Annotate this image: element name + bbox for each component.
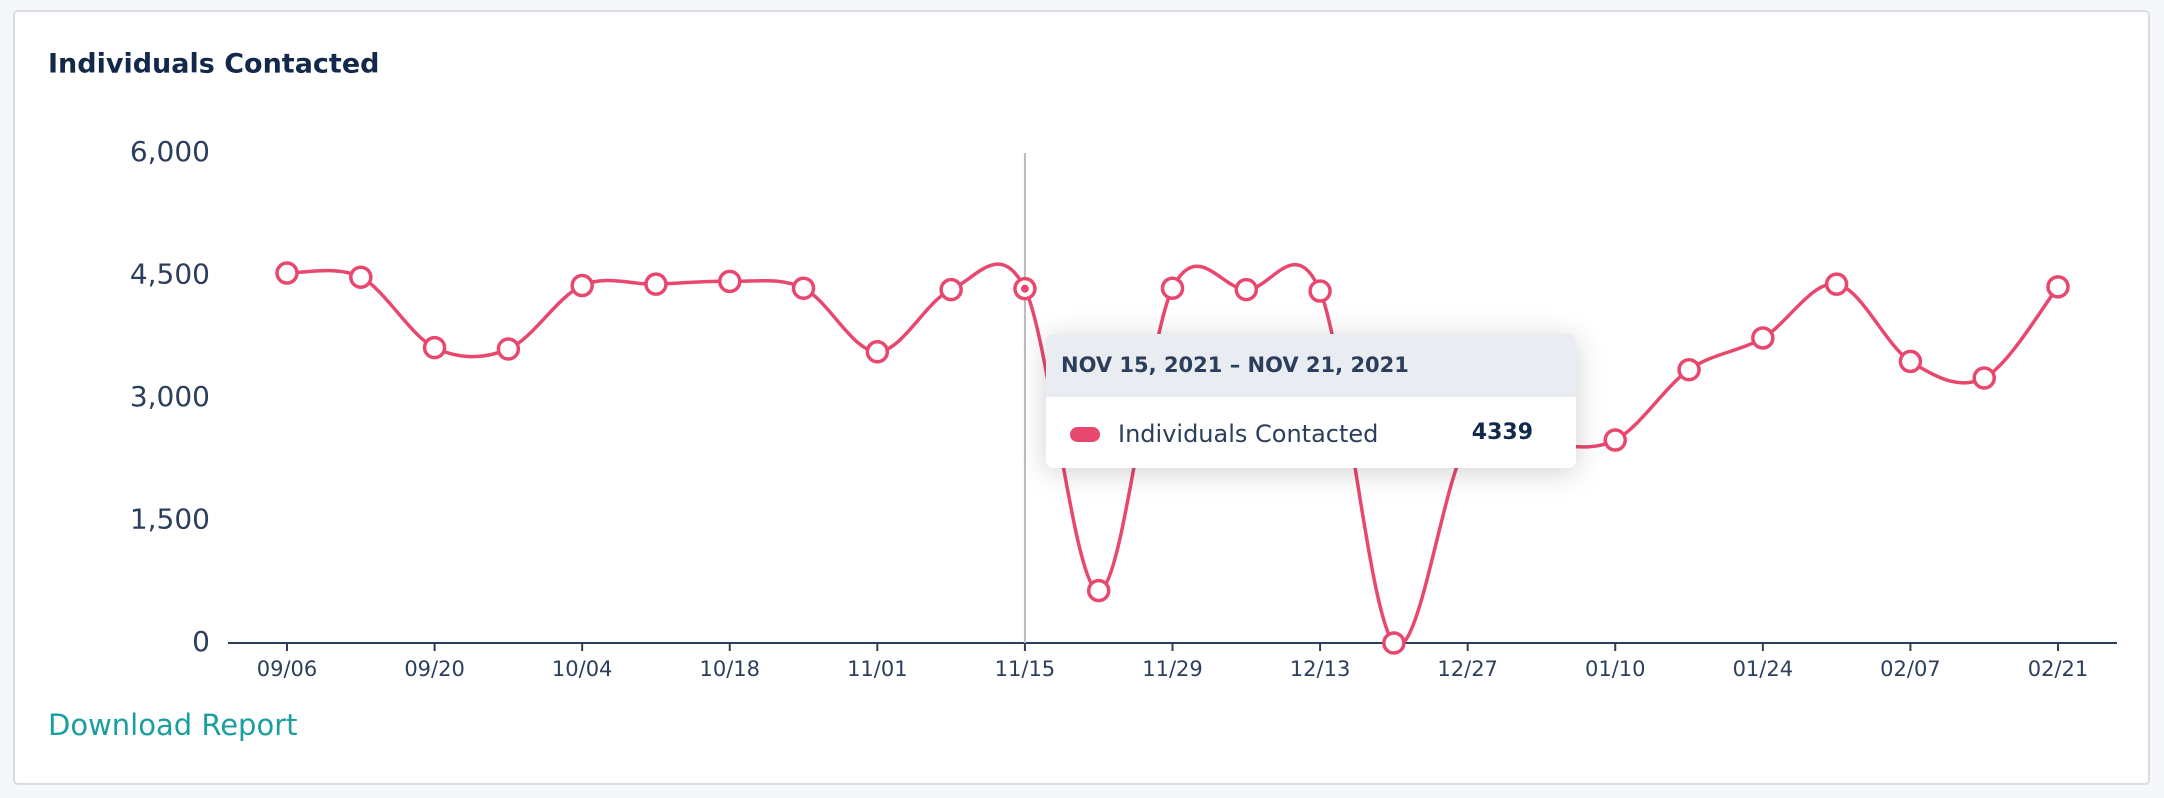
data-point <box>644 272 668 296</box>
x-tick-label: 01/10 <box>1585 657 1646 681</box>
x-tick-label: 01/24 <box>1733 657 1794 681</box>
x-tick-label: 12/27 <box>1437 657 1498 681</box>
x-tick-label: 02/21 <box>2028 657 2089 681</box>
tooltip: NOV 15, 2021 – NOV 21, 2021 Individuals … <box>1046 334 1576 468</box>
y-tick-label: 3,000 <box>130 380 210 413</box>
data-point <box>1308 279 1332 303</box>
tooltip-swatch <box>1070 427 1100 442</box>
data-point <box>718 269 742 294</box>
tooltip-title: NOV 15, 2021 – NOV 21, 2021 <box>1061 353 1409 377</box>
data-point <box>275 261 299 285</box>
tooltip-series-name: Individuals Contacted <box>1118 420 1378 448</box>
data-point <box>1234 277 1259 302</box>
x-tick-label: 11/01 <box>847 657 908 681</box>
x-tick-label: 11/15 <box>995 657 1056 681</box>
x-tick-label: 09/06 <box>257 657 318 681</box>
data-point <box>570 273 594 298</box>
data-point <box>2046 275 2070 299</box>
data-point <box>1677 357 1701 382</box>
data-point <box>865 340 890 364</box>
y-tick-label: 6,000 <box>130 135 210 168</box>
data-point <box>1972 366 1996 390</box>
hover-dot <box>1020 284 1029 293</box>
data-point <box>1086 578 1111 603</box>
data-point <box>1160 276 1185 300</box>
tooltip-header <box>1046 334 1576 397</box>
data-point <box>1382 631 1406 655</box>
x-tick-label: 09/20 <box>404 657 465 681</box>
x-tick-label: 10/18 <box>699 657 760 681</box>
download-link[interactable]: Download Report <box>48 708 298 742</box>
x-tick-label: 10/04 <box>552 657 613 681</box>
y-tick-label: 1,500 <box>130 503 210 536</box>
x-tick-label: 02/07 <box>1880 657 1941 681</box>
series-line <box>286 262 2060 648</box>
data-point <box>1824 272 1849 296</box>
data-point <box>939 277 963 302</box>
data-point <box>422 335 447 360</box>
x-tick-label: 12/13 <box>1290 657 1351 681</box>
data-point <box>496 337 521 361</box>
data-point <box>791 276 816 300</box>
data-point <box>1898 349 1923 374</box>
data-point <box>1751 326 1775 350</box>
data-point <box>1603 428 1627 452</box>
y-tick-label: 4,500 <box>130 258 210 291</box>
y-tick-label: 0 <box>192 625 210 658</box>
card-title: Individuals Contacted <box>48 49 379 80</box>
data-point <box>349 265 373 289</box>
tooltip-value: 4339 <box>1472 420 1533 445</box>
x-tick-label: 11/29 <box>1142 657 1203 681</box>
